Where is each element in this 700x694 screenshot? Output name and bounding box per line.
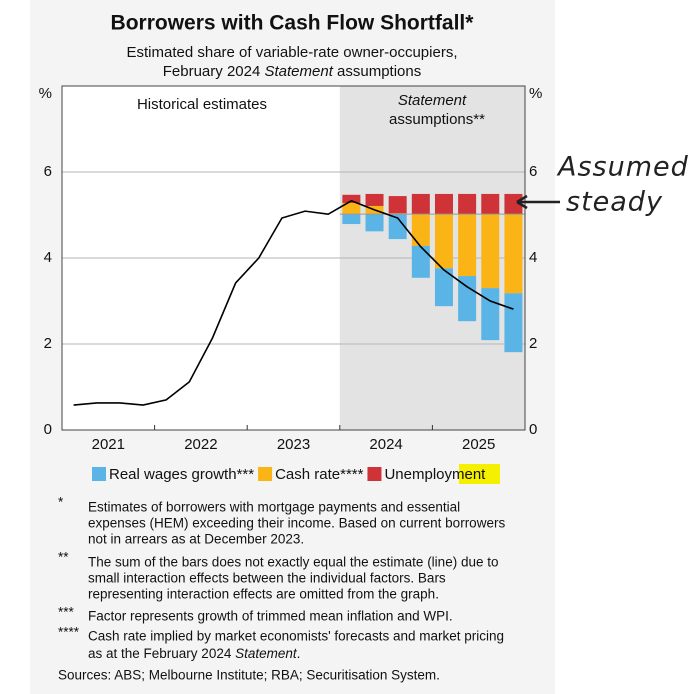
note-text: not in arrears as at December 2023. [88, 532, 304, 547]
y2-tick-label: 4 [529, 249, 537, 266]
bar [342, 202, 361, 215]
line [73, 199, 514, 406]
note-text: representing interaction effects are omi… [88, 587, 439, 602]
note-text: Factor represents growth of trimmed mean… [88, 609, 453, 624]
legend-label: Unemployment [384, 466, 486, 483]
chart-title: Borrowers with Cash Flow Shortfall* [111, 12, 475, 35]
bar [365, 193, 384, 206]
annotation: Statement [398, 92, 467, 109]
bar [458, 214, 477, 277]
bar [458, 193, 477, 215]
y2-axis-label: % [529, 85, 542, 102]
plot-border [61, 85, 526, 431]
note-text: expenses (HEM) exceeding their income. B… [88, 516, 505, 531]
x-tick-label: 2023 [277, 436, 310, 453]
note-text: The sum of the bars does not exactly equ… [88, 555, 498, 570]
hand-arrow [516, 194, 560, 210]
subtitle-part: Statement [264, 63, 333, 80]
legend-swatch [258, 467, 273, 481]
subtitle: February 2024 Statement assumptions [163, 63, 421, 80]
y2-tick-label: 0 [529, 421, 537, 438]
y-tick-label: 4 [44, 249, 52, 266]
bar [411, 214, 430, 246]
bar [504, 293, 523, 353]
legend: Real wages growth*** Cash rate**** Unemplo… [92, 466, 486, 483]
sources: Sources: ABS; Melbourne Institute; RBA; … [58, 668, 440, 683]
bar [411, 245, 430, 278]
bar [388, 196, 407, 214]
bar [411, 193, 430, 215]
note-text: as at the February 2024 Statement. [88, 646, 300, 661]
annotation: Historical estimates [137, 96, 267, 113]
x-axis: 0 2 4 6 0 2 4 6% % 2021 2022 2023 2024 2025 [39, 85, 543, 453]
legend-swatch [367, 467, 382, 481]
bar [458, 276, 477, 322]
legend-label: Cash rate**** [275, 466, 364, 483]
x-tick-label: 2024 [369, 436, 402, 453]
y-tick-label: 2 [44, 335, 52, 352]
note-part: Statement [235, 646, 298, 661]
plot [61, 85, 526, 431]
highlight [459, 464, 500, 484]
annotation: assumptions** [389, 111, 485, 128]
bar [365, 214, 384, 232]
bar [342, 214, 361, 225]
bar [434, 193, 453, 215]
bar [388, 214, 407, 240]
note-text: small interaction effects between the in… [88, 571, 446, 586]
y2-tick-label: 2 [529, 335, 537, 352]
handwritten-note: Assumed [556, 152, 689, 183]
legend-label: Real wages growth*** [109, 466, 254, 483]
bar [481, 288, 500, 341]
note-marker: **** [58, 625, 80, 640]
subtitle-part: assumptions [333, 63, 421, 80]
bar [342, 194, 361, 203]
note-text: Cash rate implied by market economists' … [88, 629, 504, 644]
bar [434, 214, 453, 269]
notes: * Estimates of borrowers with mortgage p… [58, 495, 505, 683]
y2-tick-label: 6 [529, 163, 537, 180]
y-tick-label: 0 [44, 421, 52, 438]
bar [504, 214, 523, 294]
y-axis-label: % [39, 85, 52, 102]
bar [481, 193, 500, 215]
subtitle-part: February 2024 [163, 63, 265, 80]
handwritten-note: steady [566, 187, 663, 218]
note-part: as at the February 2024 [88, 646, 235, 661]
note-marker: *** [58, 605, 75, 620]
x-tick-label: 2022 [184, 436, 217, 453]
bar [504, 193, 523, 215]
x-tick-label: 2021 [92, 436, 125, 453]
bar [481, 214, 500, 289]
y-tick-label: 6 [44, 163, 52, 180]
note-marker: * [58, 495, 64, 510]
subtitle: Estimated share of variable-rate owner-o… [127, 44, 458, 61]
legend-swatch [92, 467, 106, 481]
note-text: Estimates of borrowers with mortgage pay… [88, 500, 460, 515]
note-part: . [297, 646, 301, 661]
note-marker: ** [58, 550, 69, 565]
bar [434, 268, 453, 307]
x-tick-label: 2025 [462, 436, 495, 453]
